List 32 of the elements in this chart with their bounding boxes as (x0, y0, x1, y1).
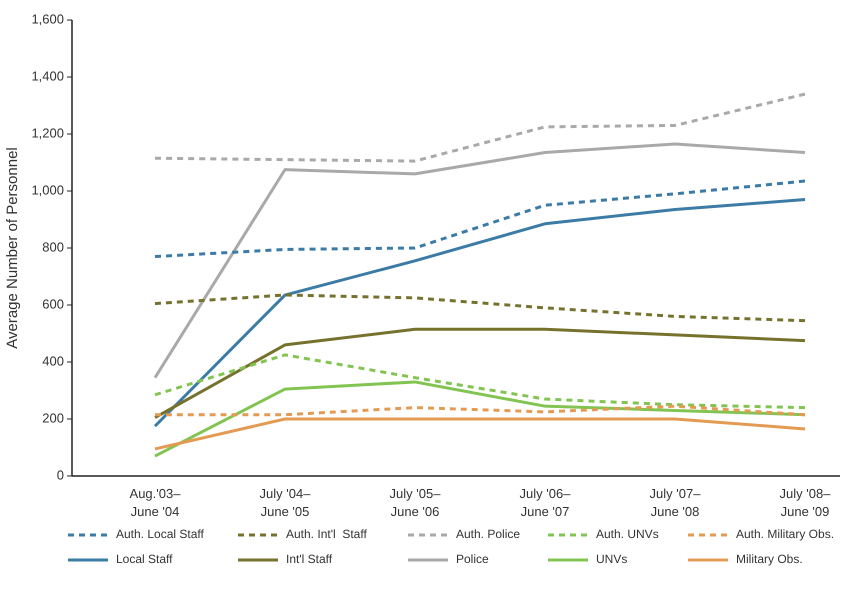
y-tick-label: 1,400 (31, 68, 64, 84)
legend-label: UNVs (596, 552, 628, 566)
x-tick-label: July '05– June '06 (390, 486, 442, 519)
y-tick-label: 1,000 (31, 182, 64, 198)
legend-label: Auth. Military Obs. (736, 527, 834, 542)
y-tick-label: 0 (56, 467, 64, 482)
line-series (154, 328, 806, 420)
y-tick-label: 1,600 (31, 11, 64, 26)
legend-label: Local Staff (116, 552, 174, 566)
x-tick-label: July '04– June '05 (260, 486, 312, 519)
x-tick-label: Aug.'03– June '04 (130, 486, 182, 519)
y-tick-label: 1,200 (31, 125, 64, 140)
x-tick-label: July '07– June '08 (650, 486, 702, 519)
y-tick-label: 200 (42, 410, 64, 426)
legend-label: Int'l Staff (286, 552, 333, 566)
legend-label: Auth. UNVs (596, 527, 659, 542)
legend-label: Auth. Police (456, 527, 520, 542)
y-tick-label: 400 (42, 353, 64, 368)
legend-label: Military Obs. (736, 552, 803, 566)
x-tick-label: July '08– June '09 (780, 486, 832, 519)
line-series (154, 142, 806, 380)
y-tick-label: 800 (42, 239, 64, 254)
y-tick-label: 600 (42, 296, 64, 312)
line-series (154, 92, 806, 163)
legend-label: Auth. Int'l Staff (286, 527, 368, 542)
legend-label: Police (456, 552, 490, 566)
line-series (154, 180, 806, 258)
line-series (154, 198, 806, 428)
legend-label: Auth. Local Staff (116, 527, 205, 542)
x-tick-label: July '06– June '07 (520, 486, 572, 519)
y-axis-title: Average Number of Personnel (4, 147, 21, 349)
line-series (154, 294, 806, 322)
